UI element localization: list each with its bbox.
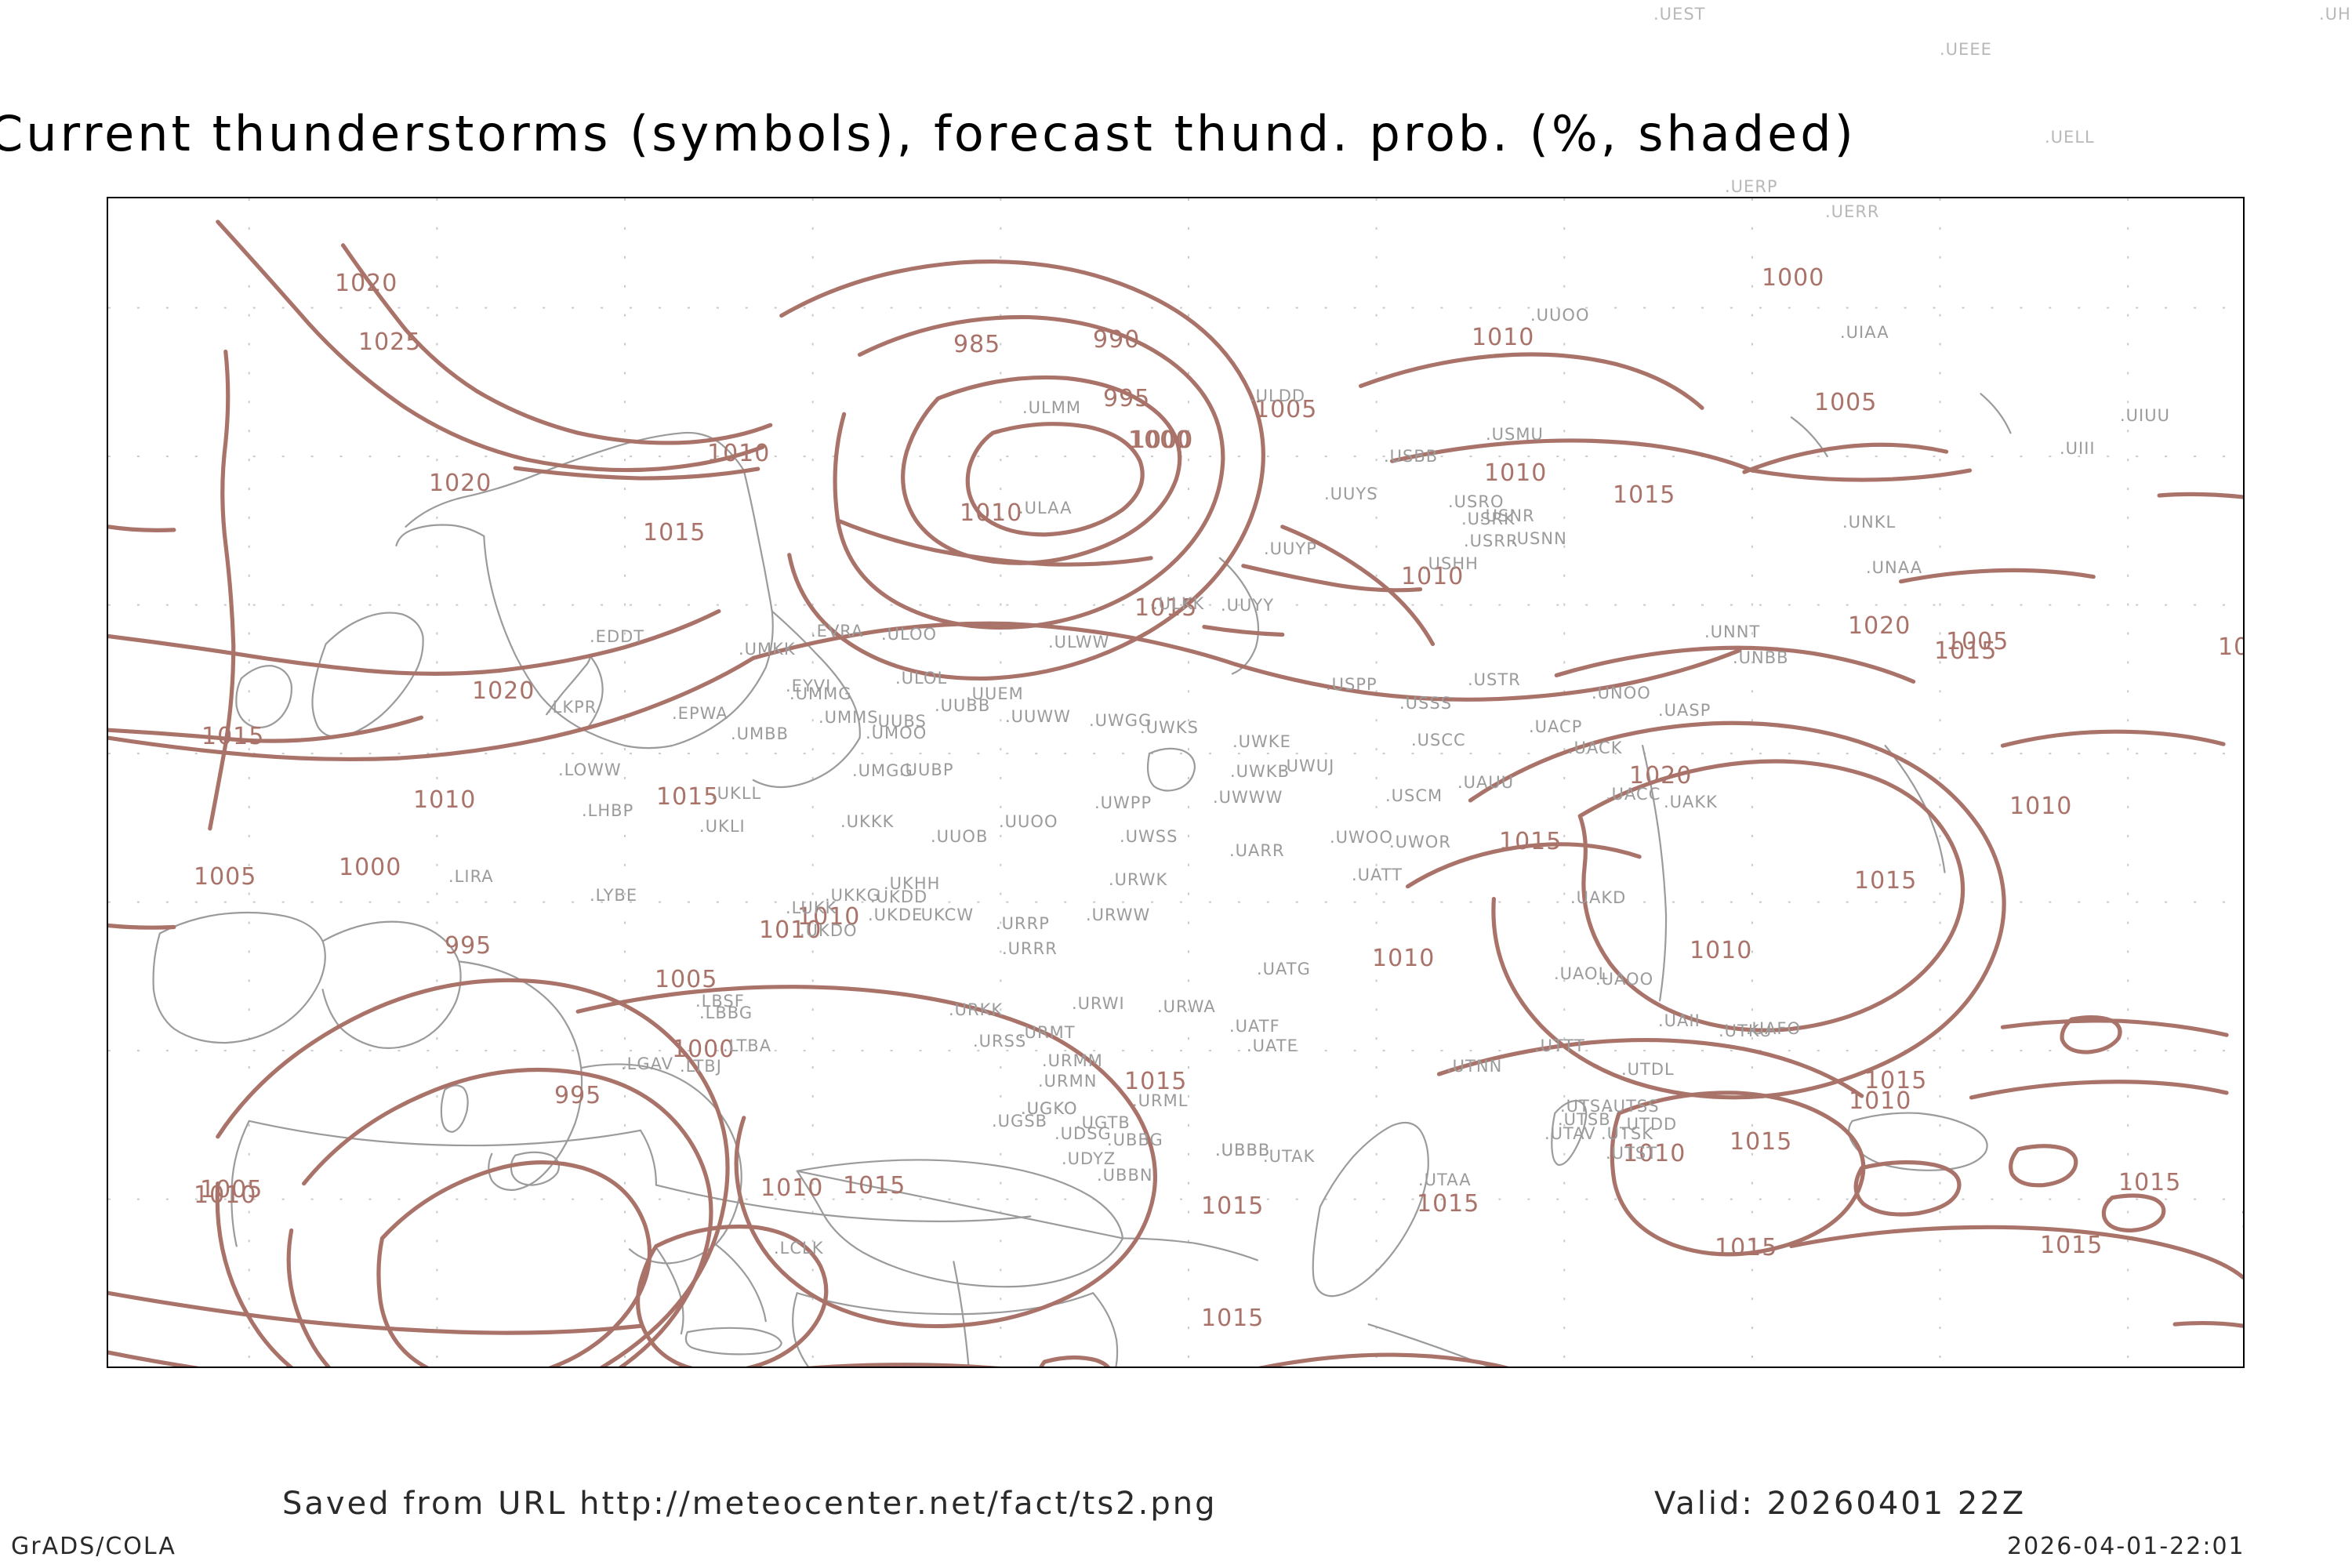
weather-map-panel: 1020 1025 1020 1010 985 990 995 1000 1005 1010 101… bbox=[107, 197, 2245, 1368]
station-label-outside: .UHHH bbox=[2319, 5, 2352, 24]
saved-url-caption: Saved from URL http://meteocenter.net/fa… bbox=[282, 1486, 1218, 1522]
coastlines bbox=[152, 393, 2012, 1367]
page-title: Current thunderstorms (symbols), forecas… bbox=[0, 105, 1857, 162]
station-label-outside: .UEST bbox=[1653, 5, 1706, 24]
producer-caption: GrADS/COLA bbox=[11, 1533, 176, 1560]
synoptic-chart-svg bbox=[108, 198, 2243, 1367]
graticule-dots bbox=[108, 198, 2243, 1367]
isobars bbox=[108, 220, 2243, 1367]
render-timestamp: 2026-04-01-22:01 bbox=[2007, 1533, 2245, 1560]
station-label-outside: .UELL bbox=[2045, 128, 2095, 147]
station-label-outside: .UERR bbox=[1825, 202, 1880, 221]
station-label-outside: .UERP bbox=[1725, 177, 1778, 196]
isobar-label: 1015 bbox=[829, 1367, 891, 1368]
station-label-outside: .UEEE bbox=[1940, 40, 1992, 59]
valid-time-caption: Valid: 20260401 22Z bbox=[1654, 1486, 2027, 1522]
